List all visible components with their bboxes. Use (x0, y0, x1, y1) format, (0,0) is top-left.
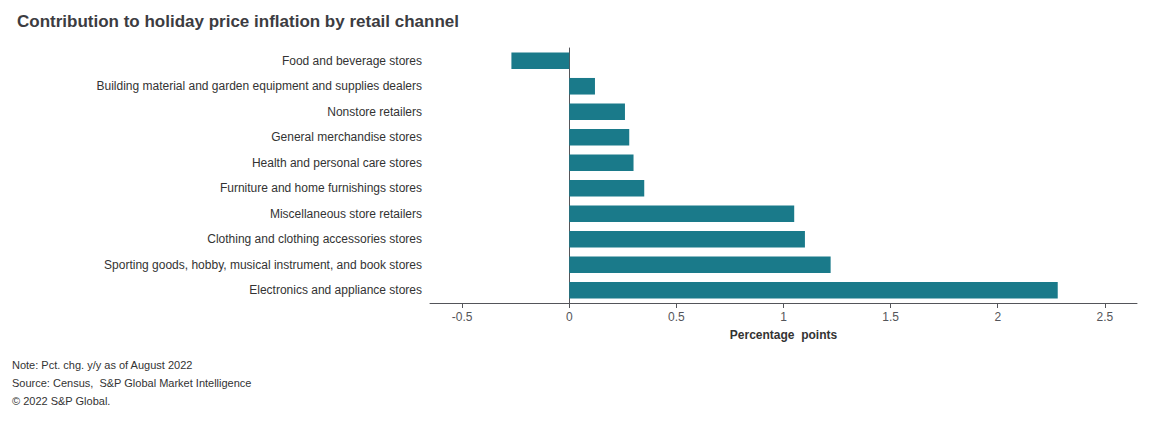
svg-text:Contribution to holiday price: Contribution to holiday price inflation … (17, 12, 459, 31)
svg-text:Percentage points: Percentage points (730, 328, 838, 342)
svg-text:General merchandise stores: General merchandise stores (271, 130, 422, 144)
svg-text:Note: Pct. chg. y/y as of Augu: Note: Pct. chg. y/y as of August 2022 (12, 359, 192, 371)
svg-text:Sporting goods, hobby, musical: Sporting goods, hobby, musical instrumen… (104, 258, 422, 272)
svg-text:0.5: 0.5 (668, 310, 685, 324)
svg-text:Source: Census, S&P Global Ma: Source: Census, S&P Global Market Intell… (12, 377, 251, 389)
svg-text:2.5: 2.5 (1097, 310, 1114, 324)
svg-text:Nonstore retailers: Nonstore retailers (327, 105, 422, 119)
svg-text:2: 2 (994, 310, 1001, 324)
svg-text:Clothing and clothing accessor: Clothing and clothing accessories stores (207, 232, 422, 246)
svg-text:Building material and garden e: Building material and garden equipment a… (96, 79, 422, 93)
svg-text:Furniture and home furnishings: Furniture and home furnishings stores (220, 181, 422, 195)
svg-text:Health and personal care store: Health and personal care stores (252, 156, 422, 170)
svg-text:1: 1 (780, 310, 787, 324)
svg-text:© 2022 S&P Global.: © 2022 S&P Global. (12, 395, 110, 407)
svg-text:Food and beverage stores: Food and beverage stores (282, 54, 422, 68)
svg-text:0: 0 (566, 310, 573, 324)
svg-text:-0.5: -0.5 (452, 310, 473, 324)
svg-text:Electronics and appliance stor: Electronics and appliance stores (249, 283, 422, 297)
svg-text:1.5: 1.5 (882, 310, 899, 324)
svg-text:Miscellaneous store retailers: Miscellaneous store retailers (270, 207, 422, 221)
